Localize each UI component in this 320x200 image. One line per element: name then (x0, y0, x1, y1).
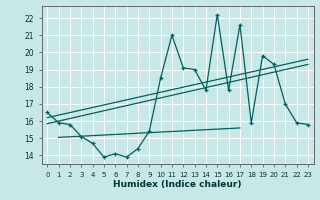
X-axis label: Humidex (Indice chaleur): Humidex (Indice chaleur) (113, 180, 242, 189)
